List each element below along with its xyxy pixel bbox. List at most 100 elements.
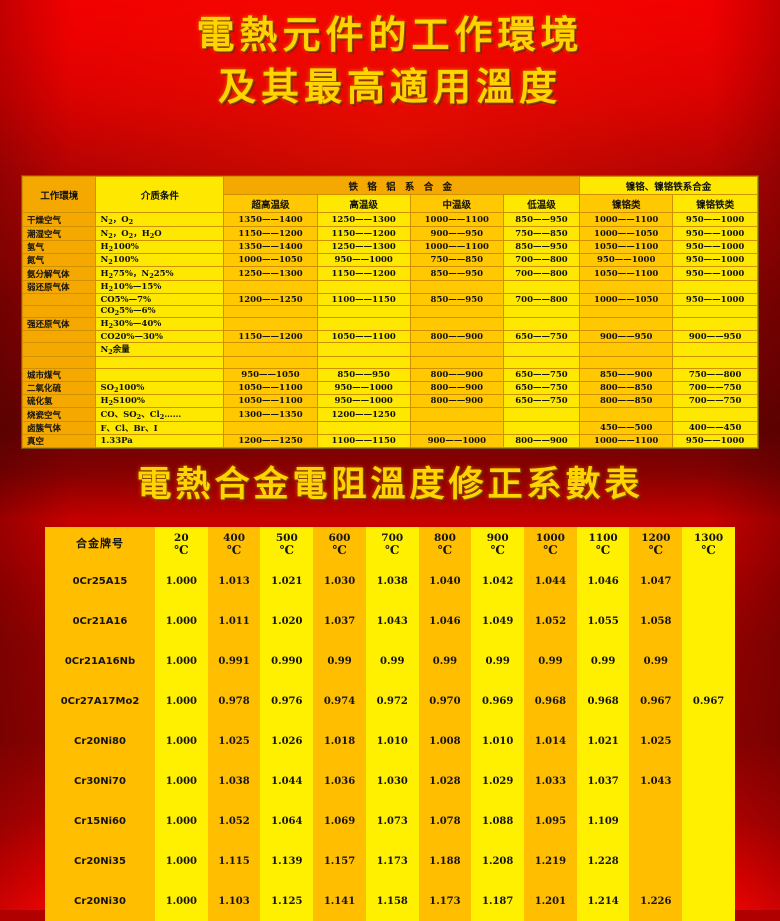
cell-temperature-range: 1000——1050 <box>579 226 674 241</box>
cell-temperature-range <box>316 305 411 318</box>
cell-temperature-range: 1150——1200 <box>223 330 318 343</box>
cell-correction-factor: 1.044 <box>524 561 577 601</box>
header-group-fecral: 铁 铬 铝 系 合 金 <box>223 176 581 195</box>
cell-temperature-range <box>579 342 674 357</box>
header-group-nicr: 镍铬、镍铬铁系合金 <box>579 176 758 195</box>
cell-correction-factor <box>682 721 735 761</box>
cell-temperature-range <box>579 407 674 422</box>
working-environment-table: 工作環境 介质条件 铁 铬 铝 系 合 金 镍铬、镍铬铁系合金 超高温级 高温级… <box>21 176 758 448</box>
cell-correction-factor: 0.99 <box>313 641 366 681</box>
cell-temperature-range <box>409 305 504 318</box>
cell-correction-factor: 1.103 <box>207 881 261 921</box>
cell-correction-factor: 0.991 <box>207 641 261 681</box>
cell-temperature-range <box>502 356 581 369</box>
cell-temperature-range: 900——950 <box>672 330 758 343</box>
cell-temperature-range: 1250——1300 <box>223 266 318 281</box>
cell-temperature-range <box>579 305 674 318</box>
cell-temperature-range: 1000——1100 <box>409 212 504 227</box>
table1-header-row-1: 工作環境 介质条件 铁 铬 铝 系 合 金 镍铬、镍铬铁系合金 <box>21 176 758 213</box>
cell-temperature-range <box>672 280 758 294</box>
header-temperature-1100: 1100 ℃ <box>576 527 630 561</box>
cell-correction-factor: 1.214 <box>576 881 630 921</box>
cell-temperature-range: 1200——1250 <box>223 434 318 448</box>
cell-correction-factor: 1.073 <box>365 801 419 841</box>
table-row: 潮湿空气 N2，O2，H2O 1150——1200 1150——1200 900——95… <box>21 226 758 241</box>
cell-correction-factor: 1.188 <box>418 841 472 881</box>
cell-temperature-range: 1050——1100 <box>579 266 674 281</box>
cell-temperature-range: 750——850 <box>409 253 504 267</box>
table-row: 干燥空气 N2，O2 1350——1400 1250——1300 1000——1100 8… <box>21 212 758 227</box>
cell-temperature-range: 850——950 <box>502 212 581 227</box>
cell-correction-factor: 1.228 <box>576 841 630 881</box>
cell-temperature-range: 950——1050 <box>223 368 318 382</box>
cell-correction-factor: 1.030 <box>365 761 419 801</box>
table-row <box>21 356 758 369</box>
cell-temperature-range <box>502 305 581 318</box>
cell-temperature-range <box>409 342 504 357</box>
table2-header-row: 合金牌号 20 ℃ 400 ℃ 500 ℃ 600 ℃ 700 ℃ 800 ℃ 900 ℃ 1000 ℃ 1100… <box>45 527 735 561</box>
cell-correction-factor: 1.000 <box>155 681 208 721</box>
cell-temperature-range: 700——750 <box>672 381 758 395</box>
cell-temperature-range: 950——1000 <box>672 253 758 267</box>
cell-correction-factor: 0.974 <box>313 681 366 721</box>
cell-temperature-range <box>579 356 674 369</box>
cell-temperature-range <box>223 280 318 294</box>
cell-temperature-range <box>409 421 504 435</box>
second-title-text: 電熱合金電阻溫度修正系數表 <box>136 464 644 505</box>
cell-temperature-range <box>672 342 758 357</box>
cell-correction-factor: 1.011 <box>207 601 261 641</box>
cell-correction-factor: 1.025 <box>207 721 261 761</box>
cell-correction-factor: 1.029 <box>471 761 525 801</box>
cell-temperature-range: 1000——1100 <box>409 240 504 254</box>
cell-correction-factor: 1.030 <box>313 561 366 601</box>
cell-working-environment <box>21 293 97 306</box>
table2-body: 0Cr25A15 1.000 1.013 1.021 1.030 1.038 1.040 1.… <box>45 561 735 921</box>
cell-correction-factor: 1.046 <box>576 561 630 601</box>
cell-temperature-range: 950——1000 <box>672 226 758 241</box>
cell-correction-factor: 1.000 <box>155 721 208 761</box>
cell-correction-factor: 1.139 <box>260 841 314 881</box>
cell-temperature-range: 650——750 <box>502 394 581 408</box>
cell-correction-factor: 1.226 <box>629 881 683 921</box>
cell-correction-factor: 1.000 <box>155 801 208 841</box>
cell-temperature-range <box>409 356 504 369</box>
cell-correction-factor: 0.968 <box>524 681 577 721</box>
cell-medium-condition: H275%，N225% <box>95 266 225 281</box>
cell-temperature-range: 1150——1200 <box>316 226 411 241</box>
cell-medium-condition: N2，O2 <box>95 212 225 227</box>
cell-correction-factor: 1.013 <box>207 561 261 601</box>
cell-correction-factor: 1.037 <box>576 761 630 801</box>
cell-correction-factor: 0.972 <box>365 681 419 721</box>
cell-temperature-range: 1150——1200 <box>223 226 318 241</box>
cell-temperature-range: 1050——1100 <box>223 394 318 408</box>
cell-temperature-range <box>579 280 674 294</box>
cell-correction-factor: 1.000 <box>155 601 208 641</box>
cell-correction-factor: 1.014 <box>524 721 577 761</box>
cell-temperature-range: 650——750 <box>502 381 581 395</box>
cell-temperature-range: 1200——1250 <box>223 293 318 306</box>
cell-working-environment <box>21 305 97 318</box>
cell-correction-factor: 1.088 <box>471 801 525 841</box>
cell-temperature-range: 1050——1100 <box>316 330 411 343</box>
cell-working-environment: 卤簇气体 <box>21 421 97 435</box>
header-temperature-500: 500 ℃ <box>260 527 314 561</box>
table-row: 氨分解气体 H275%，N225% 1250——1300 1150——1200 850—… <box>21 266 758 281</box>
cell-correction-factor <box>629 841 683 881</box>
table-row: 0Cr25A15 1.000 1.013 1.021 1.030 1.038 1.040 1.… <box>45 561 735 601</box>
cell-correction-factor: 1.038 <box>365 561 419 601</box>
cell-temperature-range <box>316 317 411 331</box>
header-temperature-900: 900 ℃ <box>471 527 525 561</box>
header-sub-nicrfe: 镍铬铁类 <box>672 194 758 213</box>
cell-correction-factor: 0.970 <box>418 681 472 721</box>
cell-temperature-range: 700——800 <box>502 253 581 267</box>
cell-temperature-range: 950——1000 <box>672 293 758 306</box>
cell-temperature-range <box>409 317 504 331</box>
cell-correction-factor: 1.173 <box>418 881 472 921</box>
table1-header-row-2: 超高温级 高温级 中温级 低温级 镍铬类 镍铬铁类 <box>23 194 758 213</box>
main-title: 電熱元件的工作環境 及其最高適用溫度 <box>0 12 780 110</box>
table-row: N2余量 <box>21 342 758 357</box>
cell-correction-factor: 1.078 <box>418 801 472 841</box>
cell-temperature-range: 1050——1100 <box>223 381 318 395</box>
header-temperature-1200: 1200 ℃ <box>629 527 683 561</box>
cell-medium-condition: CO、SO2、Cl2…… <box>95 407 225 422</box>
